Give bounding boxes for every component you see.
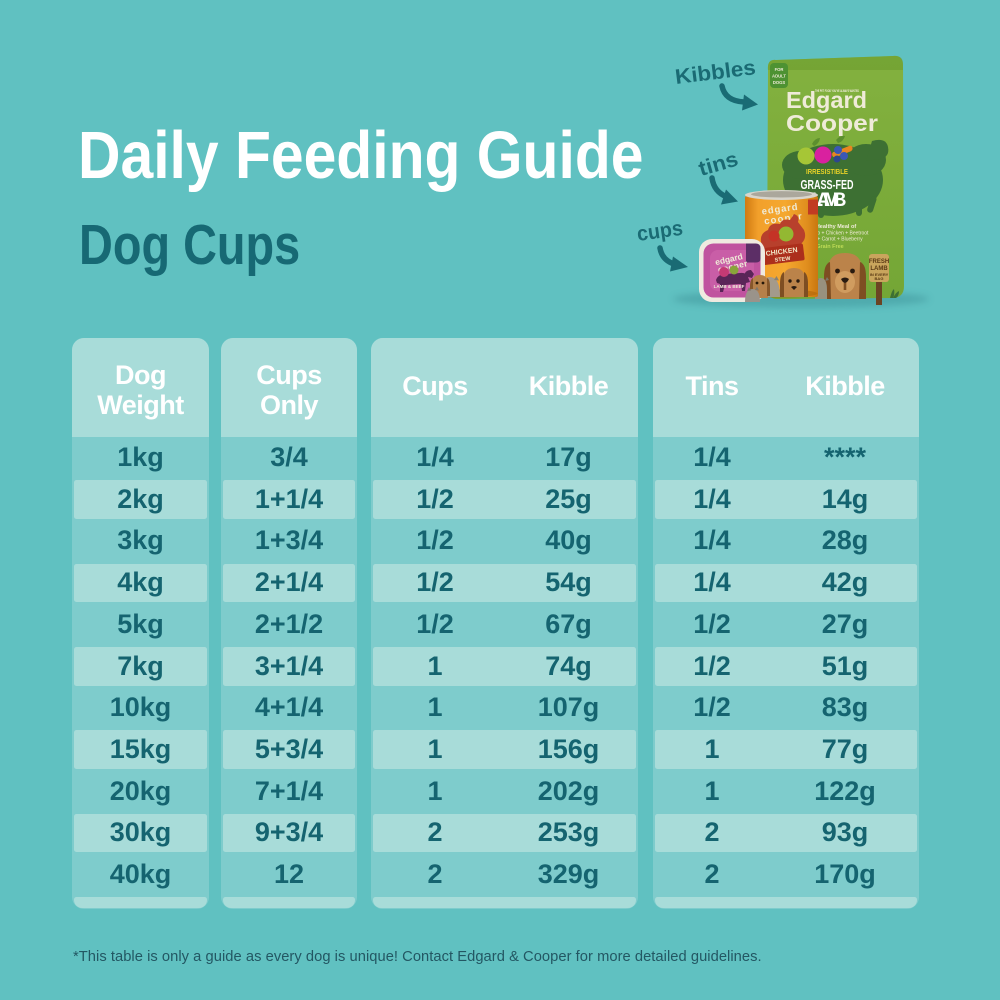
svg-text:STEW: STEW	[774, 256, 791, 264]
svg-text:edgard: edgard	[761, 202, 798, 218]
svg-text:FOR: FOR	[775, 67, 784, 72]
svg-text:Lamb + Chicken + Beetroot: Lamb + Chicken + Beetroot	[808, 231, 869, 237]
svg-text:IRRESISTIBLE: IRRESISTIBLE	[806, 167, 848, 176]
svg-text:CHICKEN: CHICKEN	[765, 247, 798, 258]
svg-text:LAMB: LAMB	[870, 266, 888, 272]
svg-text:ADULT: ADULT	[772, 74, 786, 79]
svg-text:Cooper: Cooper	[786, 110, 878, 136]
svg-text:BAG: BAG	[875, 276, 884, 281]
svg-text:GRASS-FED: GRASS-FED	[801, 178, 854, 192]
svg-text:Kibbles: Kibbles	[674, 56, 757, 89]
svg-text:+ Carrot + Blueberry: + Carrot + Blueberry	[817, 237, 863, 243]
svg-text:THE PET FOOD YOU'VE ALWAYS WAN: THE PET FOOD YOU'VE ALWAYS WANTED	[815, 88, 859, 93]
svg-text:IN EVERY: IN EVERY	[870, 272, 889, 277]
svg-text:Grain Free: Grain Free	[816, 244, 844, 250]
svg-text:FRESH: FRESH	[869, 259, 889, 265]
svg-text:Healthy Meal of: Healthy Meal of	[816, 224, 857, 230]
svg-text:tins: tins	[696, 148, 741, 181]
svg-text:cups: cups	[635, 217, 684, 246]
svg-text:LAMB & BEEF: LAMB & BEEF	[714, 284, 745, 289]
svg-text:DOGS: DOGS	[773, 80, 786, 85]
svg-text:LAMB: LAMB	[812, 190, 847, 211]
svg-text:Edgard: Edgard	[786, 87, 867, 113]
